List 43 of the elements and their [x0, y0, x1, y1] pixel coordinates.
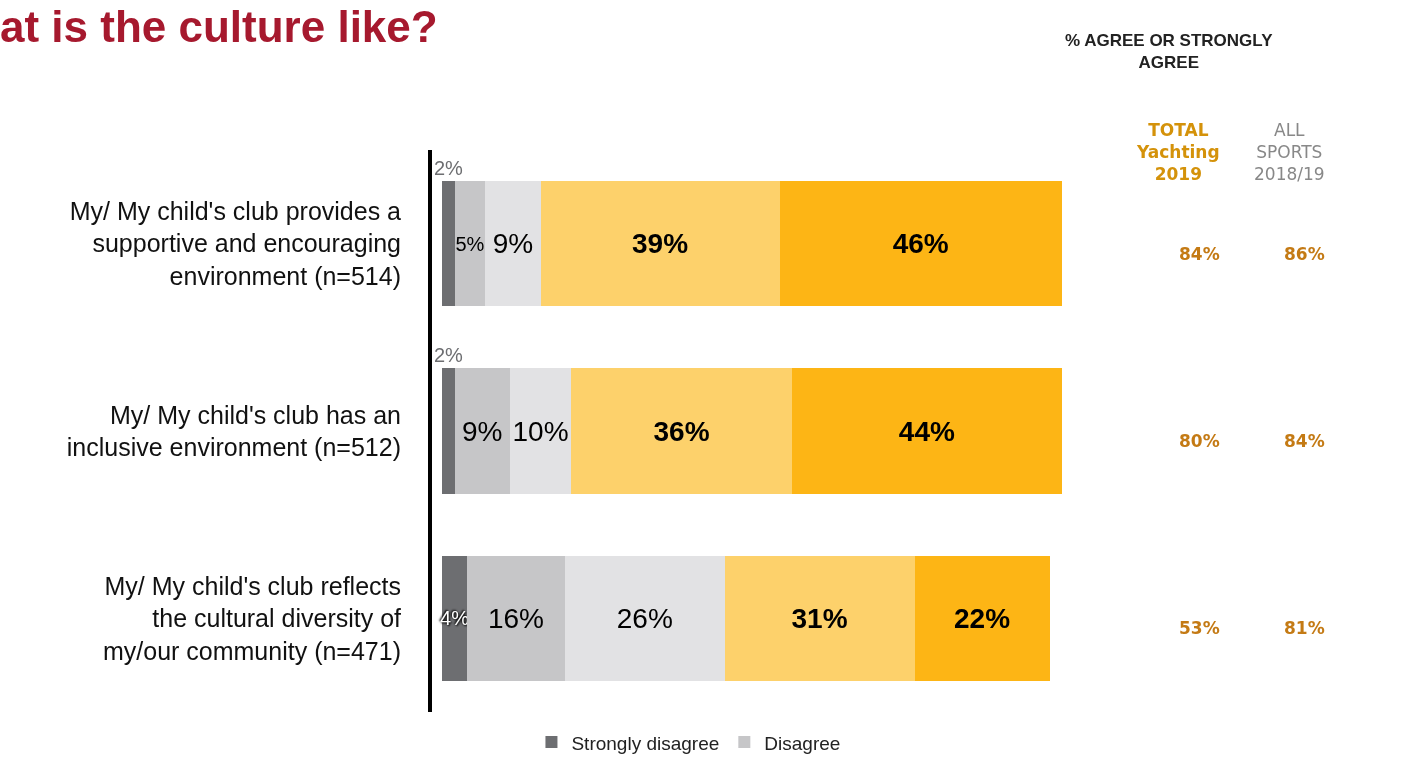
- bar: [442, 180, 455, 307]
- bar: [466, 555, 566, 682]
- data-label: 2%: [434, 344, 464, 366]
- bar: [791, 368, 1062, 494]
- data-label: 16%: [487, 602, 544, 634]
- y-tick-label: My/ My child's club reflects the cultural diversity of my/our community (n=471): [102, 571, 402, 665]
- legend-label: Disagree: [764, 732, 841, 754]
- data-label: 9%: [462, 415, 503, 447]
- data-label: 26%: [616, 602, 673, 634]
- text: 80%: [1179, 431, 1220, 451]
- text: 84%: [1284, 431, 1325, 451]
- bar: [442, 368, 455, 494]
- chart-title: at is the culture like?: [0, 2, 438, 52]
- bar: [571, 368, 792, 494]
- data-label: 36%: [653, 415, 710, 447]
- bar: [454, 368, 510, 494]
- data-label: 22%: [954, 602, 1011, 634]
- data-label: 5%: [455, 232, 485, 255]
- bar: [509, 368, 572, 494]
- y-tick-label: My/ My child's club has an inclusive environment (n=512): [66, 400, 401, 461]
- text: 53%: [1179, 618, 1220, 638]
- text: % AGREE OR STRONGLY AGREE: [1065, 31, 1274, 73]
- data-label: 39%: [632, 228, 689, 260]
- text: 84%: [1179, 244, 1220, 264]
- text: 81%: [1284, 618, 1325, 638]
- data-label: 46%: [892, 228, 949, 260]
- bar: [485, 180, 541, 307]
- text: TOTAL Yachting 2019: [1136, 120, 1220, 185]
- text: 86%: [1284, 244, 1325, 264]
- data-label: 10%: [512, 415, 569, 447]
- bar: [454, 180, 486, 307]
- bar: [565, 555, 725, 682]
- bar: [779, 180, 1062, 307]
- bar: [540, 180, 780, 307]
- text: ALL SPORTS 2018/19: [1254, 120, 1325, 185]
- data-label: 9%: [492, 228, 534, 260]
- bar: [914, 555, 1050, 682]
- legend-label: Strongly disagree: [571, 732, 720, 754]
- data-label: 2%: [434, 157, 464, 179]
- data-label: 31%: [791, 602, 848, 634]
- data-label: 44%: [898, 415, 955, 447]
- y-tick-label: My/ My child's club provides a supportive and encouraging environment (n=514): [69, 196, 402, 290]
- bar: [724, 555, 915, 682]
